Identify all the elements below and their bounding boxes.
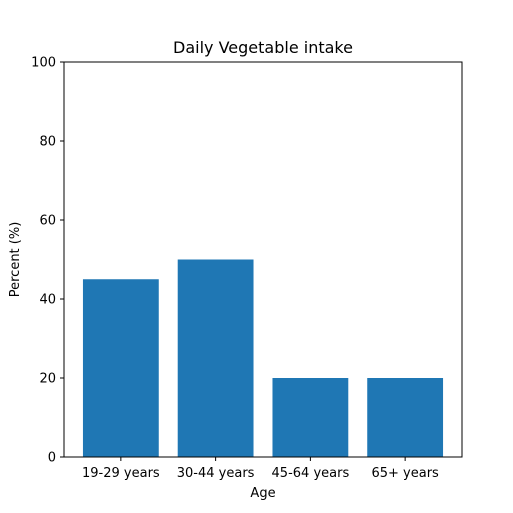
bar-65-years	[367, 378, 444, 457]
x-tick-label: 65+ years	[371, 466, 439, 481]
y-tick-label: 80	[39, 135, 56, 150]
plot-frame	[63, 61, 463, 458]
bar-19-29-years	[82, 279, 159, 457]
y-tick-label: 40	[39, 293, 56, 308]
x-tick-label: 19-29 years	[82, 466, 160, 481]
y-axis-ticks: 0 20 40 60 80 100	[31, 56, 64, 466]
bars	[82, 259, 444, 457]
y-tick-label: 100	[31, 56, 56, 71]
bar-45-64-years	[272, 378, 349, 457]
bar-30-44-years	[177, 259, 254, 457]
x-axis-label: Age	[250, 486, 275, 501]
x-axis-ticks: 19-29 years 30-44 years 45-64 years 65+ yea…	[82, 457, 439, 481]
chart-title: Daily Vegetable intake	[173, 38, 353, 57]
x-tick-label: 45-64 years	[272, 466, 350, 481]
y-tick-label: 0	[48, 451, 56, 466]
y-tick-label: 20	[39, 372, 56, 387]
y-tick-label: 60	[39, 214, 56, 229]
x-tick-label: 30-44 years	[177, 466, 255, 481]
y-axis-label: Percent (%)	[8, 222, 23, 298]
